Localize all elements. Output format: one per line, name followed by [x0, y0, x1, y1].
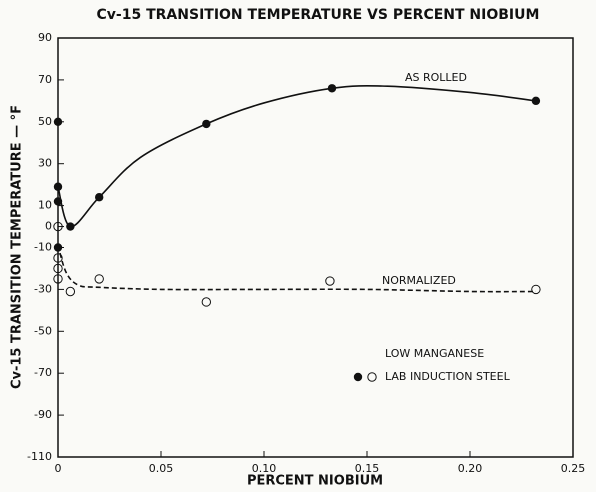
annotation: NORMALIZED	[382, 274, 456, 287]
x-tick-label: 0.20	[458, 462, 483, 475]
y-tick-label: 50	[38, 115, 52, 128]
legend-marker	[367, 372, 377, 382]
point	[53, 263, 63, 274]
x-tick-label: 0	[55, 462, 62, 475]
legend-text: LAB INDUCTION STEEL	[385, 370, 511, 383]
point	[327, 84, 337, 93]
y-axis-label: Cv-15 TRANSITION TEMPERATURE — °F	[10, 105, 25, 389]
y-tick-label: 0	[45, 220, 52, 233]
y-tick-label: -90	[34, 408, 52, 421]
x-tick-label: 0.10	[252, 462, 277, 475]
plot-frame	[57, 37, 574, 458]
x-tick-label: 0.05	[149, 462, 174, 475]
y-tick-label: -10	[34, 241, 52, 254]
point	[53, 197, 63, 206]
point	[53, 117, 63, 127]
point	[95, 193, 104, 202]
y-tick-label: -50	[34, 324, 52, 337]
point	[201, 297, 212, 307]
y-tick-label: -30	[34, 282, 52, 295]
annotation: AS ROLLED	[405, 71, 467, 84]
legend-text: LOW MANGANESE	[385, 347, 484, 360]
x-tick-label: 0.15	[355, 462, 380, 475]
point	[53, 182, 63, 191]
point	[531, 284, 541, 295]
point	[202, 119, 211, 129]
y-tick-label: -110	[27, 450, 52, 463]
point	[531, 96, 541, 106]
fit-curve	[57, 85, 537, 228]
y-tick-label: 70	[38, 73, 52, 86]
point	[53, 274, 63, 284]
x-tick-label: 0.25	[561, 462, 586, 475]
point	[53, 253, 63, 263]
point	[94, 274, 104, 284]
point	[65, 286, 76, 297]
y-tick-label: 90	[38, 31, 52, 44]
point	[325, 276, 335, 286]
legend-marker	[353, 372, 363, 382]
point	[66, 222, 75, 231]
fit-curve	[57, 245, 536, 293]
y-tick-label: 30	[38, 157, 52, 170]
y-tick-label: -70	[34, 366, 52, 379]
point	[53, 221, 63, 232]
y-tick-label: 10	[38, 199, 52, 212]
x-axis-label: PERCENT NIOBIUM	[247, 474, 383, 489]
chart-title: Cv-15 TRANSITION TEMPERATURE VS PERCENT …	[97, 7, 540, 23]
